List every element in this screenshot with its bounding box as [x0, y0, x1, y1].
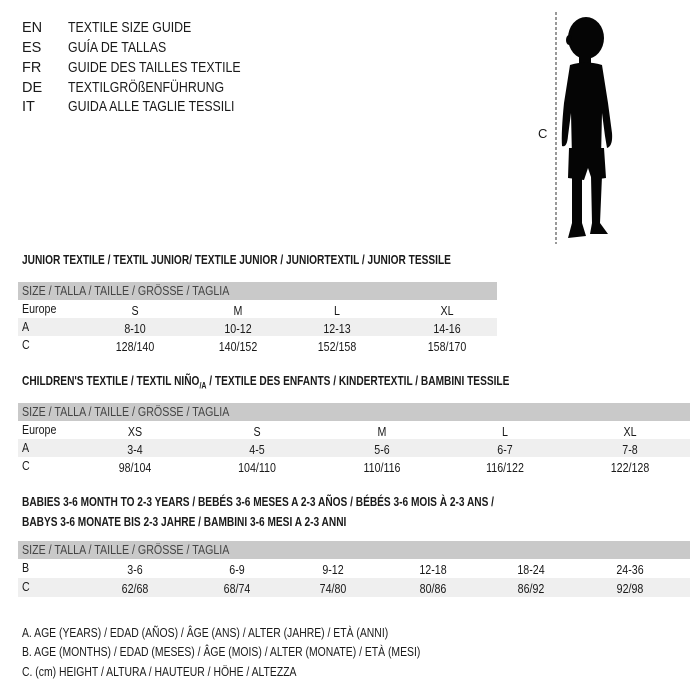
table-cell: S [253, 424, 261, 439]
table-cell: 8-10 [124, 321, 146, 336]
table-row: Europe S M L XL [18, 300, 497, 318]
table-cell: L [334, 303, 340, 318]
row-label: B [22, 560, 30, 575]
junior-size-table: SIZE / TALLA / TAILLE / GRÖSSE / TAGLIA … [18, 282, 497, 354]
table-cell: M [233, 303, 243, 318]
language-title: GUIDA ALLE TAGLIE TESSILI [68, 99, 235, 115]
legend-item-a: A. AGE (YEARS) / EDAD (AÑOS) / ÂGE (ANS)… [22, 625, 389, 640]
table-row: C 98/104 104/110 110/116 116/122 122/128 [18, 457, 690, 475]
language-code: DE [22, 80, 43, 96]
legend-item-b: B. AGE (MONTHS) / EDAD (MESES) / ÂGE (MO… [22, 644, 421, 659]
table-cell: XL [440, 303, 454, 318]
title-text: / TEXTILE DES ENFANTS / KINDERTEXTIL / B… [206, 373, 510, 388]
table-cell: 18-24 [517, 562, 545, 577]
language-code: ES [22, 40, 42, 56]
table-cell: 6-7 [497, 442, 513, 457]
table-cell: 7-8 [622, 442, 638, 457]
table-cell: 152/158 [317, 339, 357, 354]
table-cell: S [131, 303, 139, 318]
table-cell: 3-4 [127, 442, 143, 457]
row-label: A [22, 440, 30, 455]
table-cell: 158/170 [427, 339, 467, 354]
table-cell: 3-6 [127, 562, 143, 577]
table-cell: 80/86 [419, 581, 447, 596]
table-cell: 140/152 [218, 339, 258, 354]
babies-section-title-line1: BABIES 3-6 MONTH TO 2-3 YEARS / BEBÉS 3-… [22, 494, 494, 509]
table-cell: 92/98 [616, 581, 644, 596]
table-row: Europe XS S M L XL [18, 421, 690, 439]
table-cell: 12-18 [419, 562, 447, 577]
language-title: GUIDE DES TAILLES TEXTILE [68, 60, 241, 76]
row-label: C [22, 337, 30, 352]
table-cell: 5-6 [374, 442, 390, 457]
table-cell: 74/80 [319, 581, 347, 596]
row-label: Europe [22, 301, 57, 316]
header-label: SIZE / TALLA / TAILLE / GRÖSSE / TAGLIA [22, 283, 230, 298]
table-cell: M [377, 424, 387, 439]
table-row: A 8-10 10-12 12-13 14-16 [18, 318, 497, 336]
table-header-row: SIZE / TALLA / TAILLE / GRÖSSE / TAGLIA [18, 403, 690, 421]
table-cell: L [502, 424, 508, 439]
row-label: C [22, 579, 30, 594]
language-title: GUÍA DE TALLAS [68, 40, 167, 56]
table-row: A 3-4 4-5 5-6 6-7 7-8 [18, 439, 690, 457]
row-label: C [22, 458, 30, 473]
table-row: C 128/140 140/152 152/158 158/170 [18, 336, 497, 354]
table-cell: 62/68 [121, 581, 149, 596]
table-cell: 9-12 [322, 562, 344, 577]
junior-section-title: JUNIOR TEXTILE / TEXTIL JUNIOR/ TEXTILE … [22, 252, 451, 267]
title-text: CHILDREN'S TEXTILE / TEXTIL NIÑO [22, 373, 200, 388]
language-code: EN [22, 20, 43, 36]
table-cell: 10-12 [224, 321, 252, 336]
header-label: SIZE / TALLA / TAILLE / GRÖSSE / TAGLIA [22, 542, 230, 557]
language-title: TEXTILE SIZE GUIDE [68, 20, 192, 36]
language-code: FR [22, 60, 42, 76]
table-cell: 128/140 [115, 339, 155, 354]
table-cell: 122/128 [610, 460, 650, 475]
row-label: Europe [22, 422, 57, 437]
children-section-title: CHILDREN'S TEXTILE / TEXTIL NIÑO/A / TEX… [22, 373, 509, 391]
table-cell: XL [623, 424, 637, 439]
table-cell: 104/110 [238, 460, 276, 475]
children-size-table: SIZE / TALLA / TAILLE / GRÖSSE / TAGLIA … [18, 403, 690, 475]
height-marker-label: C [538, 126, 548, 141]
table-cell: 14-16 [433, 321, 461, 336]
babies-size-table: SIZE / TALLA / TAILLE / GRÖSSE / TAGLIA … [18, 541, 690, 597]
babies-section-title-line2: BABYS 3-6 MONATE BIS 2-3 JAHRE / BAMBINI… [22, 514, 347, 529]
table-cell: 68/74 [223, 581, 251, 596]
table-header-row: SIZE / TALLA / TAILLE / GRÖSSE / TAGLIA [18, 541, 690, 559]
table-cell: 4-5 [249, 442, 265, 457]
table-row: C 62/68 68/74 74/80 80/86 86/92 92/98 [18, 578, 690, 597]
table-cell: 86/92 [517, 581, 545, 596]
legend-item-c: C. (cm) HEIGHT / ALTURA / HAUTEUR / HÖHE… [22, 664, 297, 679]
table-cell: 98/104 [118, 460, 152, 475]
table-cell: 110/116 [363, 460, 401, 475]
row-label: A [22, 319, 30, 334]
language-code: IT [22, 99, 35, 115]
table-row: B 3-6 6-9 9-12 12-18 18-24 24-36 [18, 559, 690, 578]
title-subscript: /A [199, 380, 207, 391]
table-cell: 12-13 [323, 321, 351, 336]
language-title: TEXTILGRÖßENFÜHRUNG [68, 80, 225, 96]
table-cell: 116/122 [486, 460, 524, 475]
table-header-row: SIZE / TALLA / TAILLE / GRÖSSE / TAGLIA [18, 282, 497, 300]
header-label: SIZE / TALLA / TAILLE / GRÖSSE / TAGLIA [22, 404, 230, 419]
child-silhouette-icon [555, 12, 613, 244]
table-cell: 24-36 [616, 562, 644, 577]
table-cell: 6-9 [229, 562, 245, 577]
table-cell: XS [127, 424, 143, 439]
